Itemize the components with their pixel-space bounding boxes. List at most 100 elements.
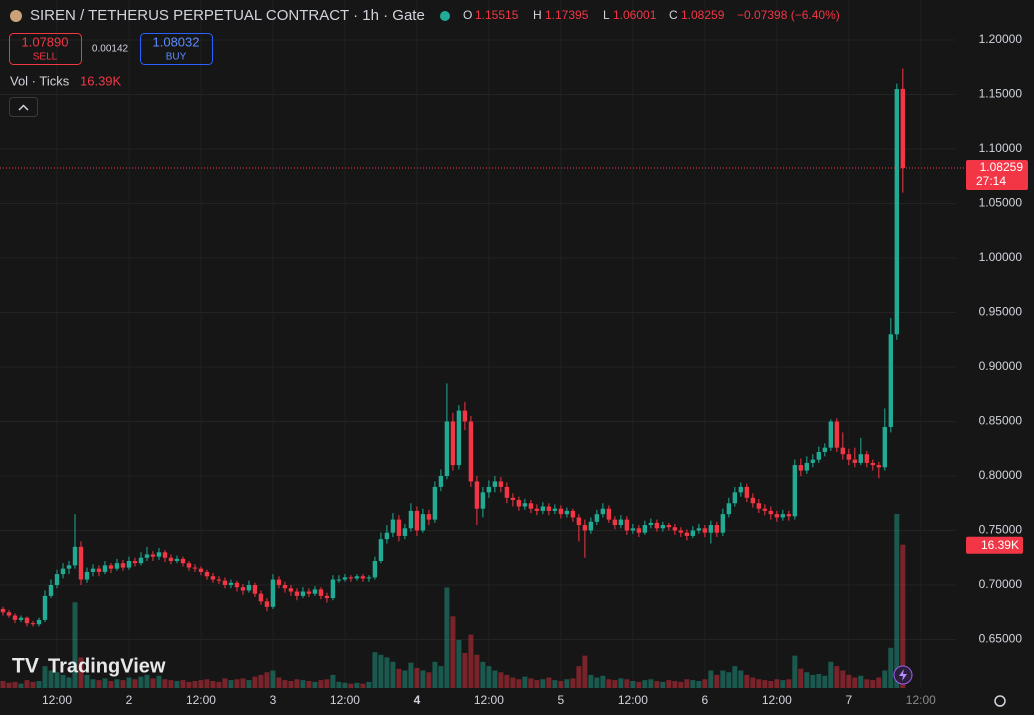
- volume-bar: [762, 680, 768, 688]
- volume-bar: [30, 681, 36, 688]
- candle-body: [768, 510, 774, 515]
- volume-bar: [204, 679, 210, 688]
- volume-bar: [132, 679, 138, 688]
- ohlc-h: 1.17395: [545, 8, 589, 22]
- spread: 0.00142: [92, 44, 129, 55]
- volume-bar: [402, 670, 408, 688]
- volume-bar: [738, 670, 744, 688]
- buy-button[interactable]: [140, 33, 213, 65]
- volume-badge: [966, 536, 1023, 554]
- candle-body: [120, 563, 126, 568]
- volume-bar: [234, 679, 240, 688]
- candle-body: [900, 88, 906, 168]
- volume-bar: [0, 681, 6, 688]
- volume-bar: [306, 681, 312, 688]
- volume-bar: [882, 670, 888, 688]
- candle-body: [72, 546, 78, 566]
- candle-body: [246, 584, 252, 591]
- candle-body: [102, 565, 108, 572]
- candle-body: [594, 514, 600, 522]
- volume-bar: [888, 647, 894, 688]
- sell-button[interactable]: [9, 33, 82, 65]
- candle-body: [732, 492, 738, 504]
- volume-bar: [756, 679, 762, 688]
- candle-body: [738, 486, 744, 493]
- volume-bar: [150, 678, 156, 688]
- candle-body: [348, 577, 354, 579]
- volume-bar: [564, 679, 570, 688]
- candle-body: [822, 447, 828, 453]
- collapse-button[interactable]: [9, 97, 38, 117]
- volume-bar: [576, 666, 582, 688]
- y-tick-label: 0.95000: [979, 305, 1023, 319]
- volume-bar: [660, 681, 666, 688]
- candle-body: [36, 619, 42, 625]
- volume-bar: [462, 653, 468, 688]
- volume-bar: [768, 681, 774, 688]
- candle-body: [210, 576, 216, 580]
- candle-body: [864, 454, 870, 463]
- candle-body: [750, 497, 756, 504]
- volume-bar: [444, 587, 450, 688]
- volume-bar: [468, 634, 474, 688]
- candle-body: [276, 579, 282, 585]
- volume-bar: [18, 683, 24, 688]
- buy-label: BUY: [166, 52, 187, 63]
- candle-body: [18, 617, 24, 620]
- candle-body: [876, 465, 882, 468]
- volume-bar: [246, 680, 252, 688]
- volume-bar: [288, 681, 294, 688]
- candle-body: [318, 589, 324, 596]
- candle-body: [576, 517, 582, 526]
- candle-body: [606, 508, 612, 520]
- candle-body: [816, 452, 822, 460]
- candle-body: [600, 508, 606, 515]
- volume-bar: [438, 666, 444, 688]
- volume-bar: [750, 677, 756, 688]
- x-tick-label: 12:00: [186, 693, 216, 707]
- volume-bar: [108, 681, 114, 688]
- volume-bar: [96, 680, 102, 688]
- candle-body: [486, 486, 492, 493]
- volume-bar: [282, 680, 288, 688]
- volume-bar: [876, 677, 882, 688]
- volume-bar: [258, 674, 264, 688]
- volume-bar: [66, 677, 72, 688]
- candle-body: [156, 552, 162, 557]
- candle-body: [408, 510, 414, 529]
- candle-body: [522, 503, 528, 507]
- candle-body: [192, 567, 198, 569]
- candle-body: [762, 508, 768, 511]
- settings-button[interactable]: [994, 695, 1006, 707]
- candle-body: [66, 565, 72, 569]
- x-tick-label: 7: [845, 693, 852, 707]
- volume-bar: [540, 679, 546, 688]
- volume-badge-value: 16.39K: [981, 538, 1019, 552]
- volume-bar: [624, 679, 630, 688]
- buy-price: 1.08032: [153, 34, 200, 49]
- candle-body: [42, 595, 48, 620]
- candle-body: [12, 615, 18, 620]
- candle-body: [174, 558, 180, 562]
- candle-body: [96, 568, 102, 572]
- volume-bar: [318, 680, 324, 688]
- candle-body: [894, 89, 900, 335]
- volume-bar: [228, 680, 234, 688]
- volume-bar: [24, 680, 30, 688]
- event-bolt: [899, 669, 907, 681]
- candle-body: [540, 506, 546, 511]
- candle-body: [330, 579, 336, 599]
- volume-bar: [534, 680, 540, 688]
- ohlc-o-label: O: [463, 8, 472, 22]
- candle-body: [504, 486, 510, 498]
- y-tick-label: 1.20000: [979, 32, 1023, 46]
- volume-bar: [684, 679, 690, 688]
- volume-bar: [360, 683, 366, 688]
- candle-body: [672, 527, 678, 531]
- volume-bar: [6, 682, 12, 688]
- volume-bar: [72, 602, 78, 688]
- candle-body: [552, 508, 558, 511]
- volume-bar: [372, 652, 378, 688]
- volume-bar: [678, 681, 684, 688]
